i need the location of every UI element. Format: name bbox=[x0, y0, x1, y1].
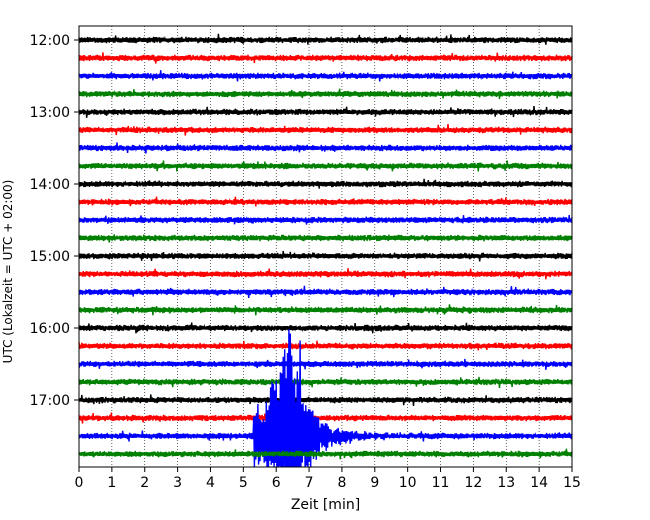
plot-frame bbox=[78, 25, 573, 468]
trace-row-9 bbox=[78, 196, 573, 207]
y-axis-ticks: 12:00 13:00 14:00 15:00 16:00 17:00 bbox=[30, 33, 79, 409]
trace-row-5 bbox=[78, 124, 573, 136]
trace-row-2 bbox=[78, 70, 573, 82]
trace-row-12 bbox=[78, 250, 573, 262]
x-tick-label-7: 7 bbox=[305, 475, 314, 491]
x-tick-label-9: 9 bbox=[370, 475, 379, 491]
x-tick-label-6: 6 bbox=[272, 475, 281, 491]
x-tick-label-2: 2 bbox=[140, 475, 149, 491]
trace-row-15 bbox=[78, 304, 573, 316]
x-tick-label-8: 8 bbox=[337, 475, 346, 491]
trace-row-7 bbox=[78, 160, 573, 172]
x-tick-label-4: 4 bbox=[206, 475, 215, 491]
trace-row-18 bbox=[78, 358, 573, 370]
x-axis-label: Zeit [min] bbox=[291, 497, 360, 513]
y-axis-label: UTC (Lokalzeit = UTC + 02:00) bbox=[1, 180, 15, 364]
x-tick-label-10: 10 bbox=[399, 475, 417, 491]
x-tick-label-3: 3 bbox=[173, 475, 182, 491]
y-tick-label-3: 15:00 bbox=[30, 249, 70, 265]
x-tick-label-12: 12 bbox=[464, 475, 482, 491]
x-tick-label-0: 0 bbox=[75, 475, 84, 491]
trace-row-13 bbox=[78, 268, 573, 280]
trace-row-3 bbox=[78, 88, 573, 100]
trace-row-8 bbox=[78, 178, 573, 189]
y-tick-label-0: 12:00 bbox=[30, 33, 70, 49]
x-tick-label-13: 13 bbox=[497, 475, 515, 491]
trace-row-10 bbox=[78, 215, 573, 225]
x-tick-label-1: 1 bbox=[107, 475, 116, 491]
x-axis-ticks: 0 1 2 3 4 5 6 7 8 9 10 11 12 13 14 15 bbox=[75, 467, 581, 491]
trace-row-23 bbox=[78, 448, 573, 460]
trace-row-20 bbox=[78, 394, 573, 406]
x-tick-label-5: 5 bbox=[239, 475, 248, 491]
trace-row-21 bbox=[78, 412, 573, 424]
trace-row-19 bbox=[78, 376, 573, 388]
trace-row-0 bbox=[78, 33, 573, 45]
trace-row-17 bbox=[78, 340, 573, 351]
seismic-traces bbox=[78, 33, 573, 468]
trace-row-1 bbox=[78, 52, 573, 64]
trace-row-16 bbox=[78, 322, 573, 334]
trace-row-6 bbox=[78, 142, 573, 154]
y-tick-label-5: 17:00 bbox=[30, 393, 70, 409]
y-tick-label-4: 16:00 bbox=[30, 321, 70, 337]
trace-row-11 bbox=[78, 234, 573, 243]
trace-row-22 bbox=[78, 329, 573, 468]
trace-row-4 bbox=[78, 106, 573, 118]
trace-row-14 bbox=[78, 285, 573, 298]
y-tick-label-1: 13:00 bbox=[30, 105, 70, 121]
x-tick-label-11: 11 bbox=[432, 475, 450, 491]
y-tick-label-2: 14:00 bbox=[30, 177, 70, 193]
x-tick-label-15: 15 bbox=[563, 475, 581, 491]
x-tick-label-14: 14 bbox=[530, 475, 548, 491]
